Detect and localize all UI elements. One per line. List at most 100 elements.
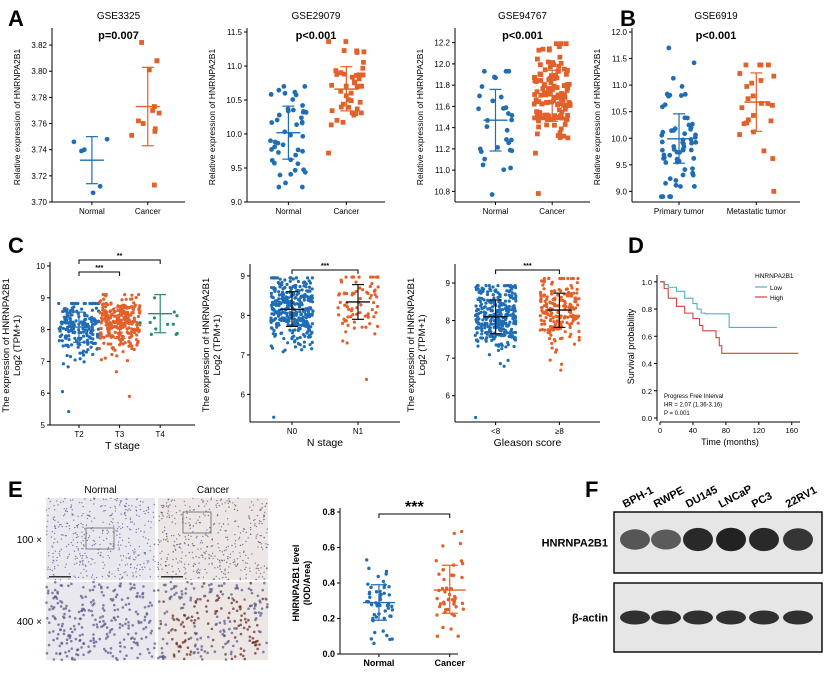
data-point [290,331,294,335]
data-point [677,149,683,155]
data-point [352,326,356,330]
data-point [363,314,367,318]
cell-nucleus [106,635,110,638]
cell-nucleus [253,644,257,647]
data-point [274,303,279,307]
cell-nucleus [241,654,245,658]
cell-nucleus [180,561,183,563]
data-point [73,336,77,340]
data-point [477,93,482,99]
cell-nucleus [161,637,165,641]
cell-nucleus [233,559,236,561]
data-point [104,136,110,142]
cell-nucleus [253,604,257,608]
data-point [368,595,372,599]
cell-nucleus [165,539,167,541]
cell-nucleus [45,651,49,655]
cell-nucleus [183,541,186,544]
data-point [275,276,280,280]
data-point [101,308,105,312]
data-point [509,327,514,331]
data-point [549,326,554,331]
blot-band [651,610,681,625]
cell-nucleus [82,653,85,657]
data-point [104,309,108,314]
cell-nucleus [206,651,209,655]
cell-nucleus [202,501,204,503]
panel-letter-D: D [628,233,644,258]
cell-nucleus [54,538,56,540]
data-point [290,97,296,102]
data-point [553,339,557,343]
cell-nucleus [267,543,269,546]
cell-nucleus [254,617,258,620]
data-point [542,319,546,323]
cell-nucleus [72,544,74,547]
y-tick-label: 5 [41,421,46,430]
data-point [741,121,747,127]
data-point [379,592,383,597]
cell-nucleus [101,532,104,535]
cell-nucleus [82,513,84,515]
cell-nucleus [165,642,169,645]
cell-nucleus [121,576,124,578]
cell-nucleus [232,561,234,564]
cell-nucleus [48,608,51,611]
cell-nucleus [247,587,251,590]
cell-nucleus [144,625,148,629]
data-point [540,305,544,310]
scale-bar [49,576,71,578]
data-point [508,137,514,143]
data-point [287,316,292,320]
cell-nucleus [250,591,254,595]
cell-nucleus [192,497,194,499]
data-point [689,140,695,146]
cell-nucleus [134,548,136,551]
cell-nucleus [139,568,141,571]
data-point [680,146,686,152]
data-point [152,296,157,300]
data-point [478,299,483,304]
data-point [64,343,68,347]
data-point [386,606,391,610]
data-point [109,342,113,346]
cell-nucleus [104,509,106,512]
cell-nucleus [211,552,214,555]
cell-nucleus [61,525,63,528]
data-point [79,320,83,324]
cell-nucleus [117,522,119,524]
data-point [562,316,566,320]
data-point [88,336,93,340]
cell-nucleus [189,650,193,654]
data-point [543,92,548,98]
cell-nucleus [104,649,107,653]
cell-nucleus [122,638,126,641]
cell-nucleus [239,577,242,579]
cell-nucleus [118,526,120,528]
cell-nucleus [53,588,57,592]
km-curve-low [660,281,777,328]
data-point [132,301,136,305]
cell-nucleus [133,586,136,590]
cell-nucleus [93,497,95,499]
cell-nucleus [234,504,236,506]
cell-nucleus [228,627,231,631]
data-point [288,132,293,138]
data-point [337,313,341,317]
y-tick-label: 10.5 [611,108,627,117]
data-point [269,147,274,152]
data-point [541,83,547,88]
cell-nucleus [214,599,218,602]
cell-nucleus [266,532,268,534]
cell-nucleus [110,619,113,622]
data-point [561,83,567,89]
cell-nucleus [76,526,79,529]
cell-nucleus [260,567,262,569]
data-point [488,326,492,330]
cell-nucleus [226,641,229,644]
cell-nucleus [45,616,49,620]
cell-nucleus [92,638,95,642]
cell-nucleus [123,645,126,649]
data-point [310,287,314,291]
cell-nucleus [205,503,207,505]
